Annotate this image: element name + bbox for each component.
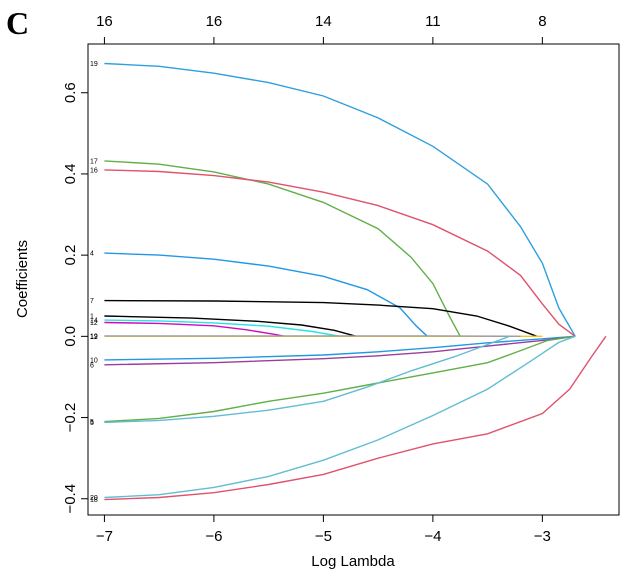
panel-letter: C <box>6 5 29 41</box>
x-axis: −7 −6 −5 −4 −3 <box>96 514 551 545</box>
top-tick-label: 16 <box>206 13 223 30</box>
y-tick-label: 0.4 <box>62 164 79 185</box>
y-tick-label: 0.6 <box>62 82 79 103</box>
series-label: 16 <box>90 167 98 174</box>
series-label: 7 <box>90 298 94 305</box>
series-label: 18 <box>90 497 98 504</box>
series-line <box>104 335 510 424</box>
x-tick-label: −3 <box>534 528 551 545</box>
x-tick-label: −4 <box>424 528 441 545</box>
series-label: 1 <box>90 314 94 321</box>
series-line <box>104 319 340 337</box>
series-line <box>104 169 576 337</box>
series-label: 4 <box>90 251 94 258</box>
series-label: 12 <box>90 320 98 327</box>
top-axis-df: 16 16 14 11 8 <box>96 13 547 45</box>
top-tick-label: 8 <box>538 13 546 30</box>
series-label: 10 <box>90 357 98 364</box>
series-label: 5 <box>90 420 94 427</box>
top-tick-label: 11 <box>425 13 441 30</box>
series-label: 6 <box>90 362 94 369</box>
y-tick-label: −0.4 <box>62 484 79 514</box>
series-label: 12 <box>90 334 98 341</box>
series-line <box>104 299 538 337</box>
series-label: 20 <box>90 495 98 502</box>
series-label: 19 <box>90 61 98 68</box>
series-line <box>104 335 607 501</box>
x-tick-label: −5 <box>315 528 332 545</box>
series-label: 5 <box>90 419 94 426</box>
series-lines <box>104 62 607 501</box>
series-line <box>104 315 357 337</box>
series-label: 19 <box>90 333 98 340</box>
series-line <box>104 335 576 366</box>
series-line <box>104 160 461 337</box>
y-tick-label: 0.0 <box>62 326 79 347</box>
y-axis: −0.4 −0.2 0.0 0.2 0.4 0.6 <box>62 82 89 514</box>
series-label: 14 <box>90 318 98 325</box>
plot-frame <box>87 43 620 516</box>
top-tick-label: 14 <box>315 13 332 30</box>
x-axis-title: Log Lambda <box>311 553 395 570</box>
x-tick-label: −6 <box>205 528 222 545</box>
top-tick-label: 16 <box>96 13 113 30</box>
y-tick-label: 0.2 <box>62 245 79 266</box>
series-line <box>104 335 576 499</box>
y-tick-label: −0.2 <box>62 403 79 433</box>
series-line <box>104 252 428 337</box>
series-line <box>104 62 576 337</box>
series-line <box>104 335 576 361</box>
y-axis-title: Coefficients <box>14 240 31 318</box>
series-line <box>104 335 576 423</box>
series-line <box>104 321 286 337</box>
series-label: 17 <box>90 158 98 165</box>
x-tick-label: −7 <box>96 528 113 545</box>
